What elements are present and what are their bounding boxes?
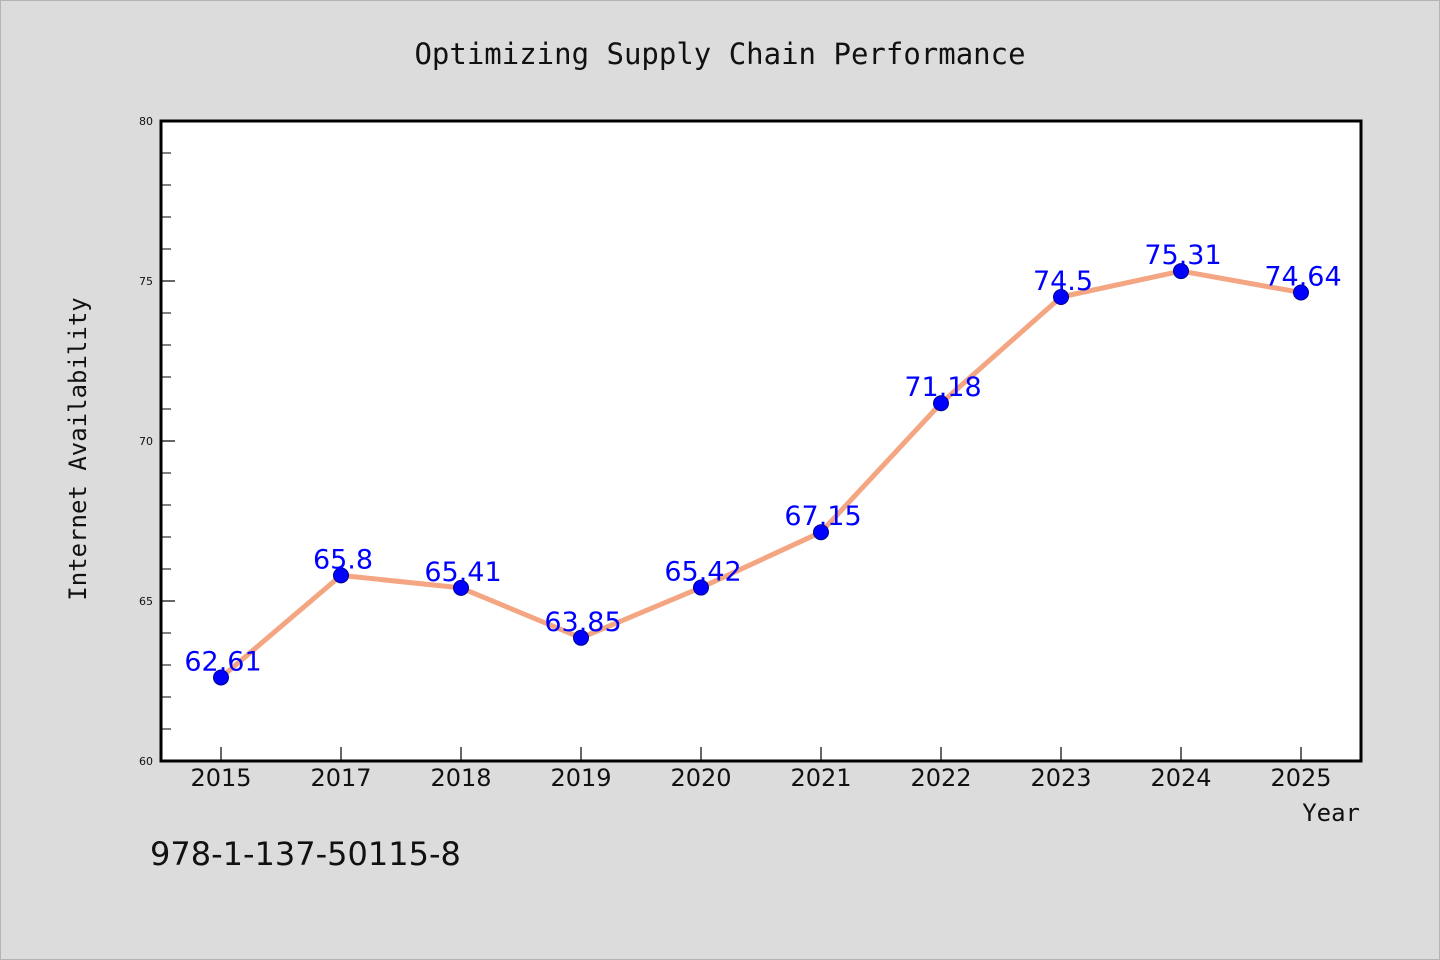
data-label: 65.8 (313, 544, 373, 575)
data-labels: 62.61 65.8 65.41 63.85 65.42 67.15 71.18 74.5 75… (184, 240, 1341, 677)
y-tick-label: 75 (139, 275, 153, 288)
x-axis-label: Year (1302, 799, 1360, 827)
y-tick-label: 80 (139, 115, 153, 128)
y-tick-label: 60 (139, 755, 153, 768)
series-line (218, 268, 1304, 680)
data-label: 71.18 (904, 372, 981, 403)
y-tick-label: 70 (139, 435, 153, 448)
data-label: 67.15 (784, 501, 861, 532)
data-label: 65.41 (424, 557, 501, 588)
data-label: 75.31 (1144, 240, 1221, 271)
data-label: 74.5 (1033, 266, 1093, 297)
data-point (1293, 284, 1309, 301)
x-tick-label: 2022 (910, 764, 971, 792)
data-label: 74.64 (1264, 262, 1341, 293)
data-point (1173, 263, 1189, 280)
y-axis-minor-ticks (161, 152, 171, 730)
data-point (693, 579, 709, 596)
y-axis-label: Internet Availability (64, 297, 92, 600)
y-tick-label: 65 (139, 595, 153, 608)
x-tick-label: 2023 (1030, 764, 1091, 792)
y-axis-ticks: 60 65 70 75 80 (139, 115, 175, 768)
data-point (453, 579, 469, 596)
data-label: 63.85 (544, 607, 621, 638)
data-label: 65.42 (664, 557, 741, 588)
x-tick-label: 2015 (190, 764, 251, 792)
x-axis-ticks: 2015 2017 2018 2019 2020 2021 2022 2023 2024 2025 (190, 747, 1332, 792)
series-markers (213, 263, 1309, 686)
plot-area (159, 119, 1363, 763)
x-tick-label: 2019 (550, 764, 611, 792)
series-line-group (218, 268, 1304, 680)
x-tick-label: 2018 (430, 764, 491, 792)
x-tick-label: 2021 (790, 764, 851, 792)
data-point (573, 629, 589, 646)
data-point (213, 669, 229, 686)
footer-code: 978-1-137-50115-8 (150, 835, 461, 873)
data-point (333, 567, 349, 584)
x-tick-label: 2025 (1270, 764, 1331, 792)
data-point (1053, 289, 1069, 305)
x-tick-label: 2017 (310, 764, 371, 792)
data-point (813, 524, 829, 541)
data-point (933, 395, 949, 412)
chart-title: Optimizing Supply Chain Performance (414, 37, 1025, 71)
x-tick-label: 2024 (1150, 764, 1211, 792)
x-tick-label: 2020 (670, 764, 731, 792)
data-label: 62.61 (184, 646, 261, 677)
